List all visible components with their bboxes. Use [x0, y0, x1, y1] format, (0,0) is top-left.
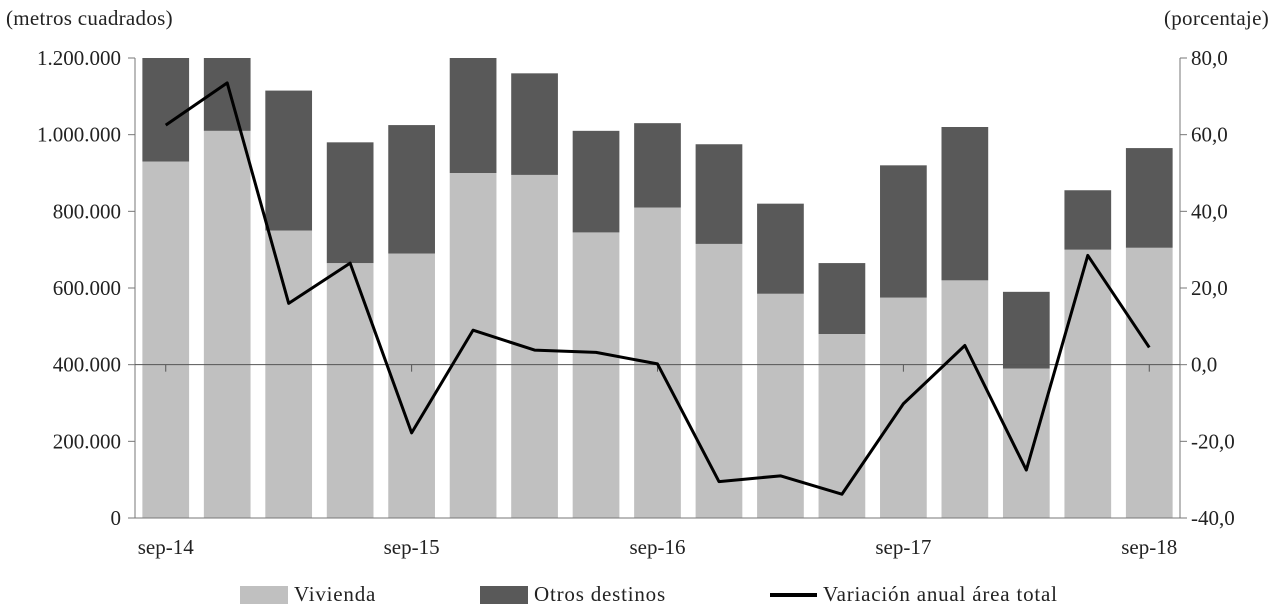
legend-item-otros: Otros destinos: [480, 582, 666, 607]
x-tick-label: sep-16: [630, 535, 686, 559]
bar-otros-destinos: [818, 263, 866, 334]
bar-vivienda: [142, 161, 190, 518]
bar-vivienda: [941, 280, 989, 518]
bar-vivienda: [326, 263, 374, 518]
y-right-tick-label: -20,0: [1191, 429, 1235, 453]
bar-otros-destinos: [326, 142, 374, 264]
bar-vivienda: [572, 232, 620, 518]
y-left-tick-label: 1.000.000: [37, 123, 121, 147]
bar-otros-destinos: [449, 58, 497, 173]
legend-item-variacion: Variación anual área total: [770, 582, 1058, 607]
y-left-tick-label: 0: [111, 506, 122, 530]
x-tick-label: sep-17: [875, 535, 931, 559]
y-right-tick-label: 80,0: [1191, 46, 1228, 70]
bar-vivienda: [880, 297, 927, 518]
bar-otros-destinos: [941, 127, 989, 281]
bar-vivienda: [757, 293, 804, 518]
bar-otros-destinos: [1064, 190, 1112, 250]
bar-otros-destinos: [695, 144, 743, 244]
bar-otros-destinos: [511, 73, 558, 175]
bar-otros-destinos: [142, 58, 190, 162]
y-left-tick-label: 1.200.000: [37, 46, 121, 70]
legend-label-variacion: Variación anual área total: [823, 582, 1058, 606]
right-axis-unit-label: (porcentaje): [1163, 6, 1269, 30]
bar-vivienda: [511, 174, 558, 518]
bar-vivienda: [695, 243, 743, 518]
legend-swatch-otros: [480, 585, 528, 604]
legend-label-otros: Otros destinos: [534, 582, 666, 606]
bar-otros-destinos: [634, 123, 681, 208]
bar-otros-destinos: [880, 165, 927, 298]
bar-vivienda: [265, 230, 313, 518]
bar-vivienda: [1125, 247, 1173, 518]
bar-vivienda: [1064, 249, 1112, 518]
left-axis-unit-label: (metros cuadrados): [6, 6, 173, 30]
y-left-tick-label: 200.000: [53, 429, 121, 453]
legend-swatch-variacion: [770, 592, 817, 597]
y-right-tick-label: -40,0: [1191, 506, 1235, 530]
y-right-tick-label: 0,0: [1191, 353, 1217, 377]
bar-otros-destinos: [388, 125, 435, 254]
y-left-tick-label: 800.000: [53, 199, 121, 223]
legend-label-vivienda: Vivienda: [294, 582, 377, 606]
legend-item-vivienda: Vivienda: [240, 582, 376, 607]
x-tick-label: sep-15: [384, 535, 440, 559]
y-left-tick-label: 600.000: [53, 276, 121, 300]
bar-otros-destinos: [265, 90, 313, 231]
bar-otros-destinos: [572, 130, 620, 233]
bar-otros-destinos: [757, 203, 804, 294]
bar-vivienda: [1002, 368, 1050, 518]
line-variacion-anual: [164, 81, 1151, 496]
bar-vivienda: [203, 130, 251, 519]
bar-vivienda: [449, 173, 497, 518]
bar-otros-destinos: [1125, 148, 1173, 248]
y-left-tick-label: 400.000: [53, 353, 121, 377]
y-right-tick-label: 60,0: [1191, 123, 1228, 147]
x-tick-label: sep-18: [1121, 535, 1177, 559]
y-right-tick-label: 40,0: [1191, 199, 1228, 223]
x-tick-label: sep-14: [138, 535, 194, 559]
legend-swatch-vivienda: [240, 585, 288, 604]
y-right-tick-label: 20,0: [1191, 276, 1228, 300]
bar-otros-destinos: [1002, 291, 1050, 369]
